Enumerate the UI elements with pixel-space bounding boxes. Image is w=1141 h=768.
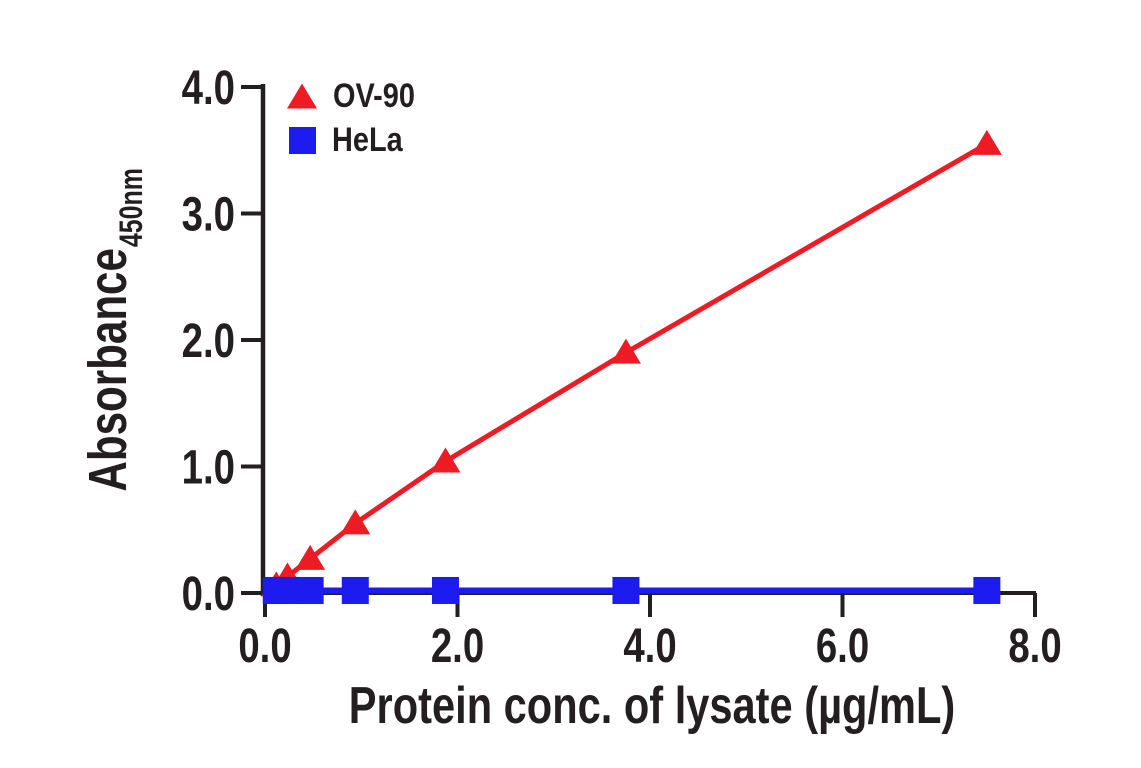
data-point-triangle <box>430 447 461 473</box>
x-tick-label: 6.0 <box>816 620 869 673</box>
data-point-triangle <box>610 338 641 364</box>
x-tick-label: 8.0 <box>1008 620 1061 673</box>
data-point-square <box>973 576 1001 604</box>
legend-item-hela: HeLa <box>287 121 429 159</box>
x-axis-title-text: Protein conc. of lysate (µg/mL) <box>348 677 956 735</box>
y-axis-title: Absorbance450nm <box>73 0 149 680</box>
y-tick-label: 1.0 <box>182 442 235 495</box>
x-tick-label: 4.0 <box>623 620 676 673</box>
x-axis-title: Protein conc. of lysate (µg/mL) <box>252 676 1052 736</box>
data-point-square <box>612 576 640 604</box>
data-point-square <box>431 576 459 604</box>
y-axis-title-subscript: 450nm <box>112 167 149 247</box>
square-marker-icon <box>289 126 316 154</box>
legend-label-ov90: OV-90 <box>333 76 415 115</box>
data-point-triangle <box>295 544 326 570</box>
data-point-square <box>274 576 302 604</box>
data-point-square <box>341 576 369 604</box>
legend: OV-90 HeLa <box>287 77 429 169</box>
y-tick-label: 2.0 <box>182 315 235 368</box>
data-point-square <box>296 576 324 604</box>
y-tick-label: 0.0 <box>182 568 235 621</box>
y-tick-label: 4.0 <box>182 62 235 115</box>
legend-item-ov90: OV-90 <box>287 77 429 115</box>
x-tick-label: 0.0 <box>238 620 291 673</box>
series-line-ov-90 <box>274 141 989 588</box>
legend-label-hela: HeLa <box>332 120 403 159</box>
x-tick-label: 2.0 <box>431 620 484 673</box>
data-point-triangle <box>340 509 371 535</box>
data-point-triangle <box>971 129 1002 155</box>
triangle-marker-icon <box>287 83 317 109</box>
y-tick-label: 3.0 <box>182 189 235 242</box>
y-axis-title-text: Absorbance <box>78 247 138 492</box>
